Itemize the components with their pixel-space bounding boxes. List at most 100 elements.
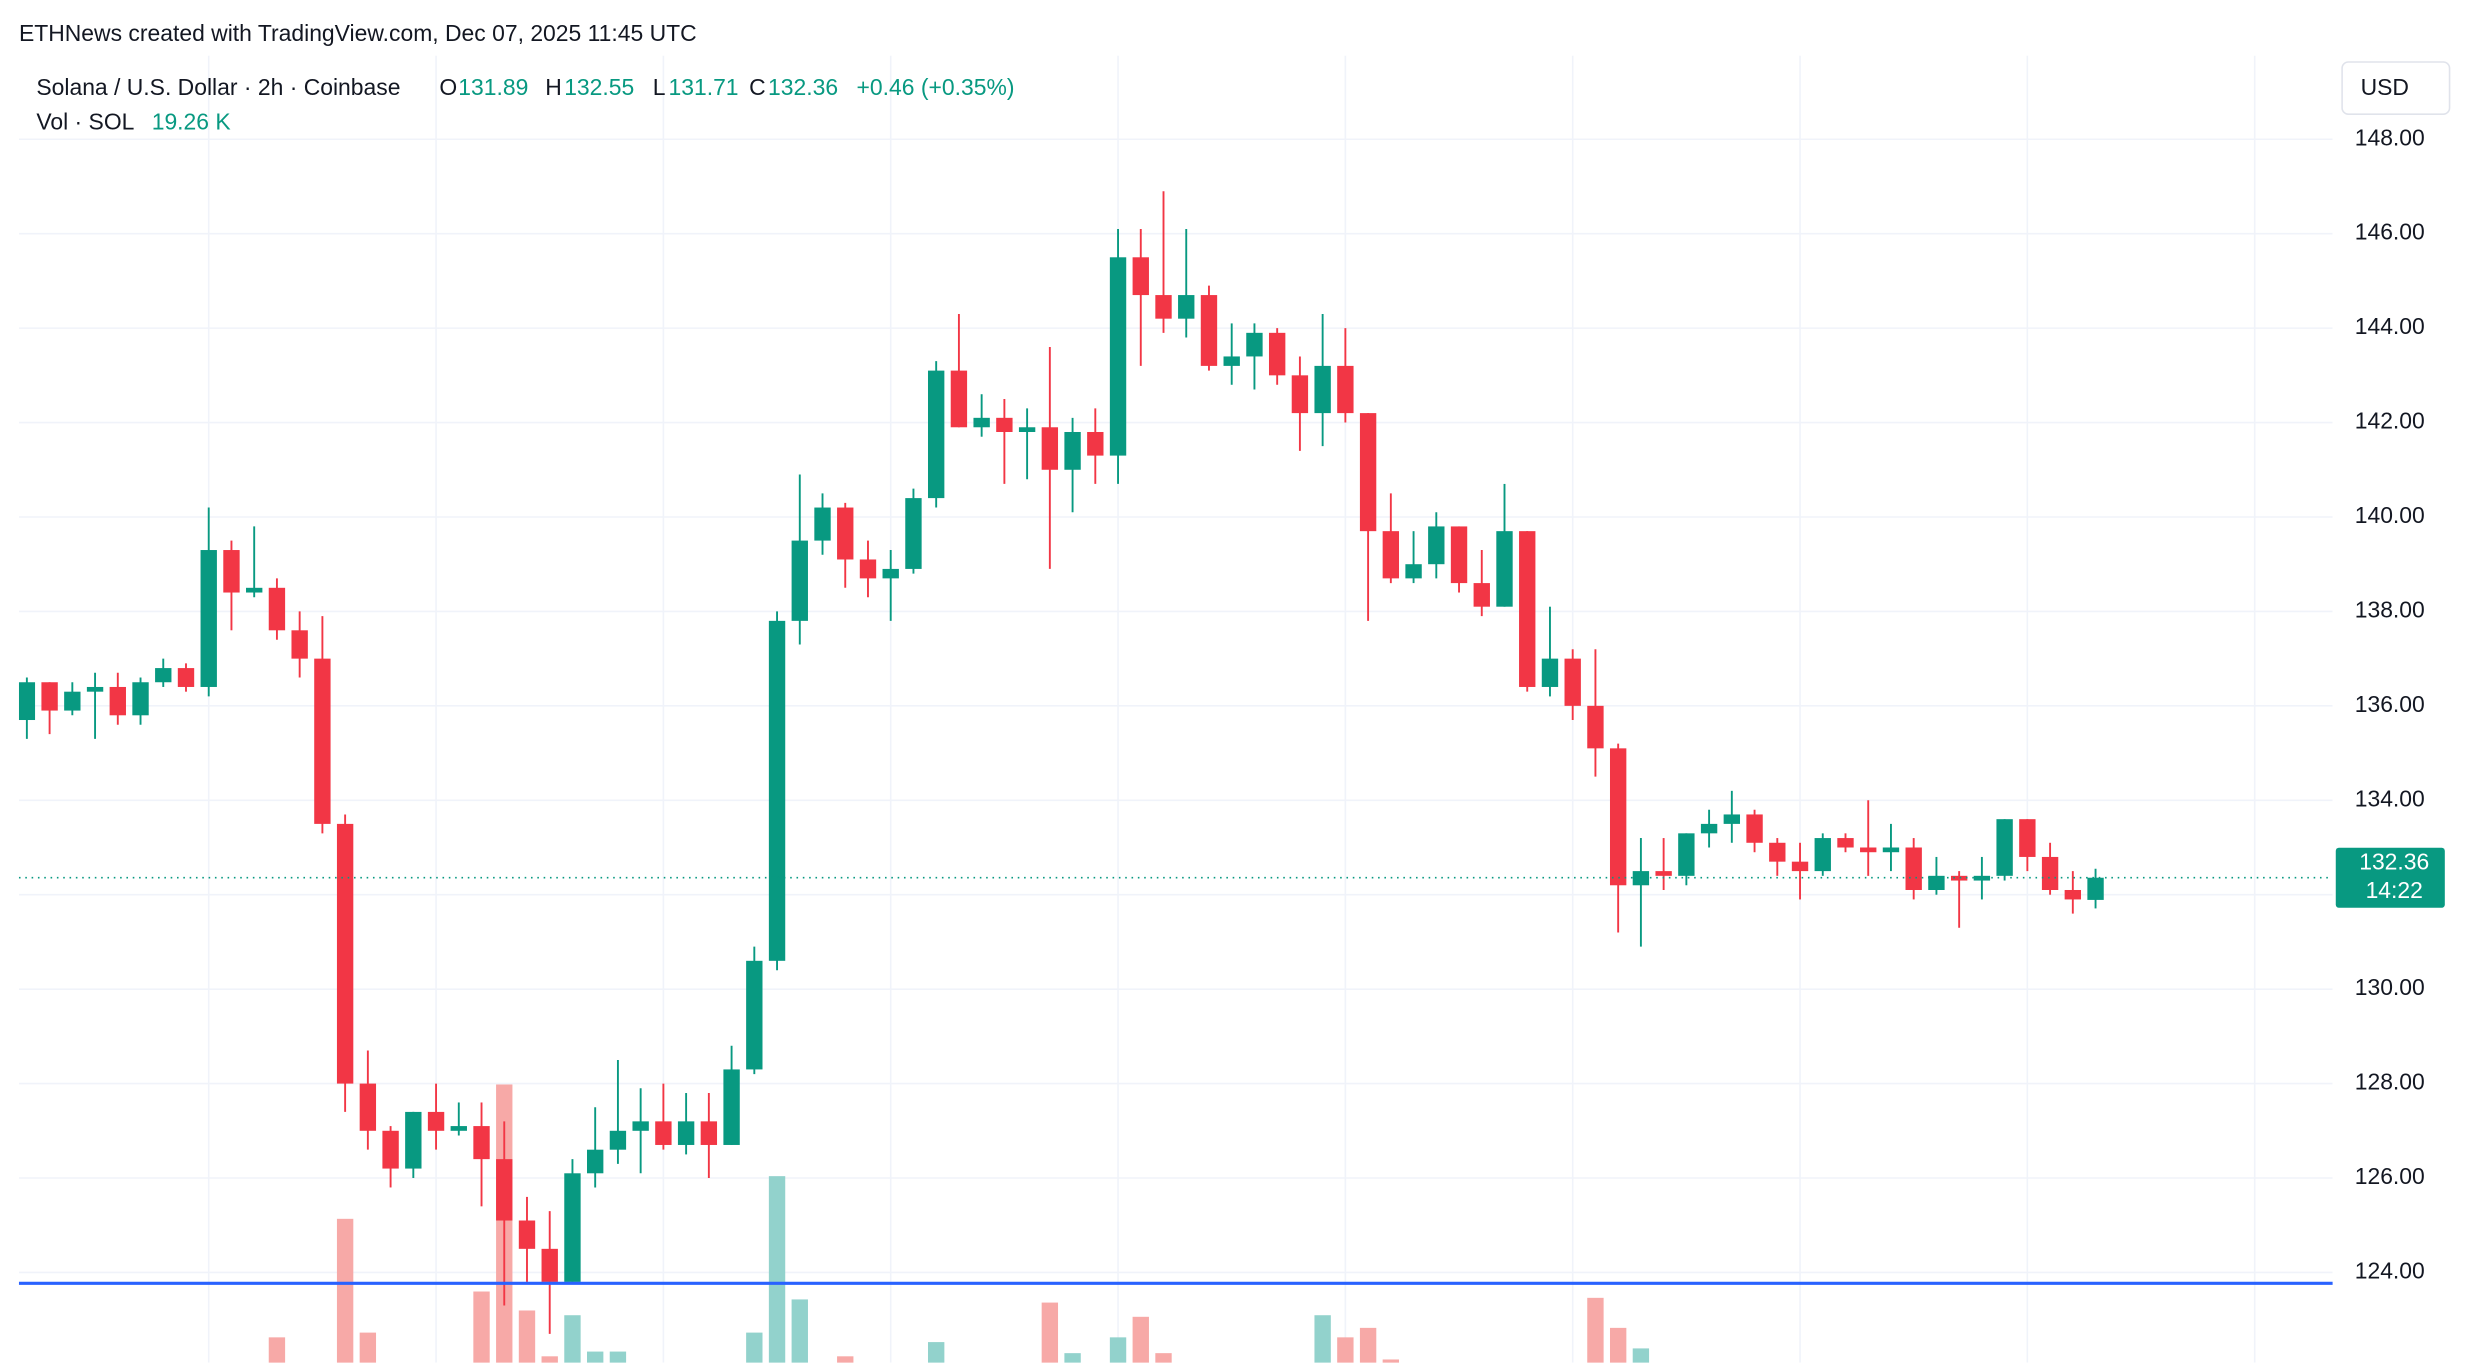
candle-body [587, 1149, 604, 1174]
candle-body [791, 540, 808, 621]
candle-body [700, 1121, 718, 1145]
y-tick-label: 134.00 [2355, 785, 2425, 811]
candle-body [109, 686, 126, 716]
candle-body [1519, 531, 1536, 687]
volume-bar [1041, 1302, 1059, 1363]
volume-bar [1132, 1316, 1149, 1363]
candle-body [246, 587, 263, 593]
candle-body [996, 417, 1013, 432]
candle-body [1882, 847, 1900, 853]
candle-body [1041, 427, 1059, 470]
y-tick-label: 148.00 [2355, 124, 2425, 150]
candle-body [1405, 564, 1422, 579]
y-tick-label: 142.00 [2355, 408, 2425, 434]
y-tick-label: 144.00 [2355, 313, 2425, 339]
candle-body [973, 417, 990, 428]
volume-bar [541, 1356, 558, 1363]
candle-body [314, 658, 331, 824]
candle-body [1609, 748, 1627, 886]
candle-body [723, 1069, 740, 1145]
candle-body [905, 498, 922, 569]
candle-body [1928, 875, 1945, 890]
candle-body [382, 1130, 399, 1169]
volume-bar [336, 1218, 354, 1363]
candle-body [1496, 531, 1513, 607]
candle-body [2019, 819, 2036, 857]
volume-value: 19.26 K [152, 109, 232, 135]
candle-body [1860, 847, 1877, 853]
volume-bar [1632, 1348, 1650, 1363]
currency[interactable]: USD [2361, 74, 2409, 100]
candle-body [1678, 833, 1695, 876]
candle-body [518, 1220, 536, 1249]
candle-body [223, 550, 240, 593]
candle-body [473, 1126, 490, 1160]
candle-body [291, 630, 308, 659]
candle-body [837, 507, 854, 560]
low-label: L [653, 74, 666, 100]
volume-bar [609, 1351, 627, 1363]
candle-body [1837, 838, 1854, 848]
symbol: Solana / U.S. Dollar · 2h · Coinbase [36, 74, 400, 100]
candle-body [450, 1126, 467, 1131]
candle-body [1655, 871, 1672, 876]
candle-body [1950, 875, 1968, 881]
candle-body [677, 1121, 695, 1145]
y-tick-label: 124.00 [2355, 1257, 2425, 1283]
volume-bar [746, 1332, 763, 1363]
volume-bar [1109, 1337, 1127, 1363]
candle-body [541, 1248, 558, 1282]
volume-bar [1314, 1315, 1331, 1363]
candle-body [1450, 526, 1468, 584]
volume-bar [564, 1315, 581, 1363]
currency-button[interactable] [2341, 61, 2451, 115]
candle-body [1746, 814, 1763, 843]
candle-body [1314, 365, 1331, 414]
candle-body [1268, 332, 1286, 376]
candle-body [814, 507, 831, 541]
candle-body [1541, 658, 1559, 687]
volume-bar [359, 1332, 377, 1363]
candle-body [1814, 838, 1831, 872]
close-value: 132.36 [768, 74, 838, 100]
y-tick-label: 128.00 [2355, 1069, 2425, 1095]
candle-body [86, 686, 104, 692]
candle-body [41, 682, 58, 711]
change: +0.46 (+0.35%) [857, 74, 1015, 100]
candle-body [1723, 814, 1741, 824]
candle-body [1337, 365, 1354, 414]
candle-body [950, 370, 968, 428]
volume-bar [1337, 1337, 1354, 1363]
volume-bar [473, 1291, 490, 1363]
volume-bar [587, 1351, 604, 1363]
candle-body [1473, 583, 1490, 607]
candle-body [2064, 889, 2082, 900]
candle-body [1769, 842, 1786, 862]
candle-body [1428, 526, 1445, 565]
volume-bar [1609, 1327, 1627, 1363]
candle-body [1018, 427, 1036, 432]
countdown: 14:22 [2366, 877, 2423, 903]
candle-body [1291, 375, 1309, 414]
volume-label: Vol · SOL [36, 109, 134, 135]
candle-body [1791, 861, 1809, 872]
open-label: O [439, 74, 457, 100]
volume-bar [268, 1337, 286, 1363]
candle-body [1155, 295, 1172, 319]
candle-body [1132, 257, 1149, 296]
candle-body [655, 1121, 672, 1145]
volume-bar [518, 1310, 536, 1363]
volume-bar [927, 1342, 945, 1363]
candle-body [1087, 431, 1104, 456]
candle-body [1064, 431, 1081, 470]
high-label: H [545, 74, 562, 100]
volume-bar [1382, 1359, 1400, 1363]
high-value: 132.55 [564, 74, 634, 100]
candle-body [268, 587, 286, 631]
candle-body [1632, 871, 1650, 886]
y-tick-label: 138.00 [2355, 596, 2425, 622]
candle-body [882, 568, 899, 579]
candle-body [632, 1121, 649, 1131]
